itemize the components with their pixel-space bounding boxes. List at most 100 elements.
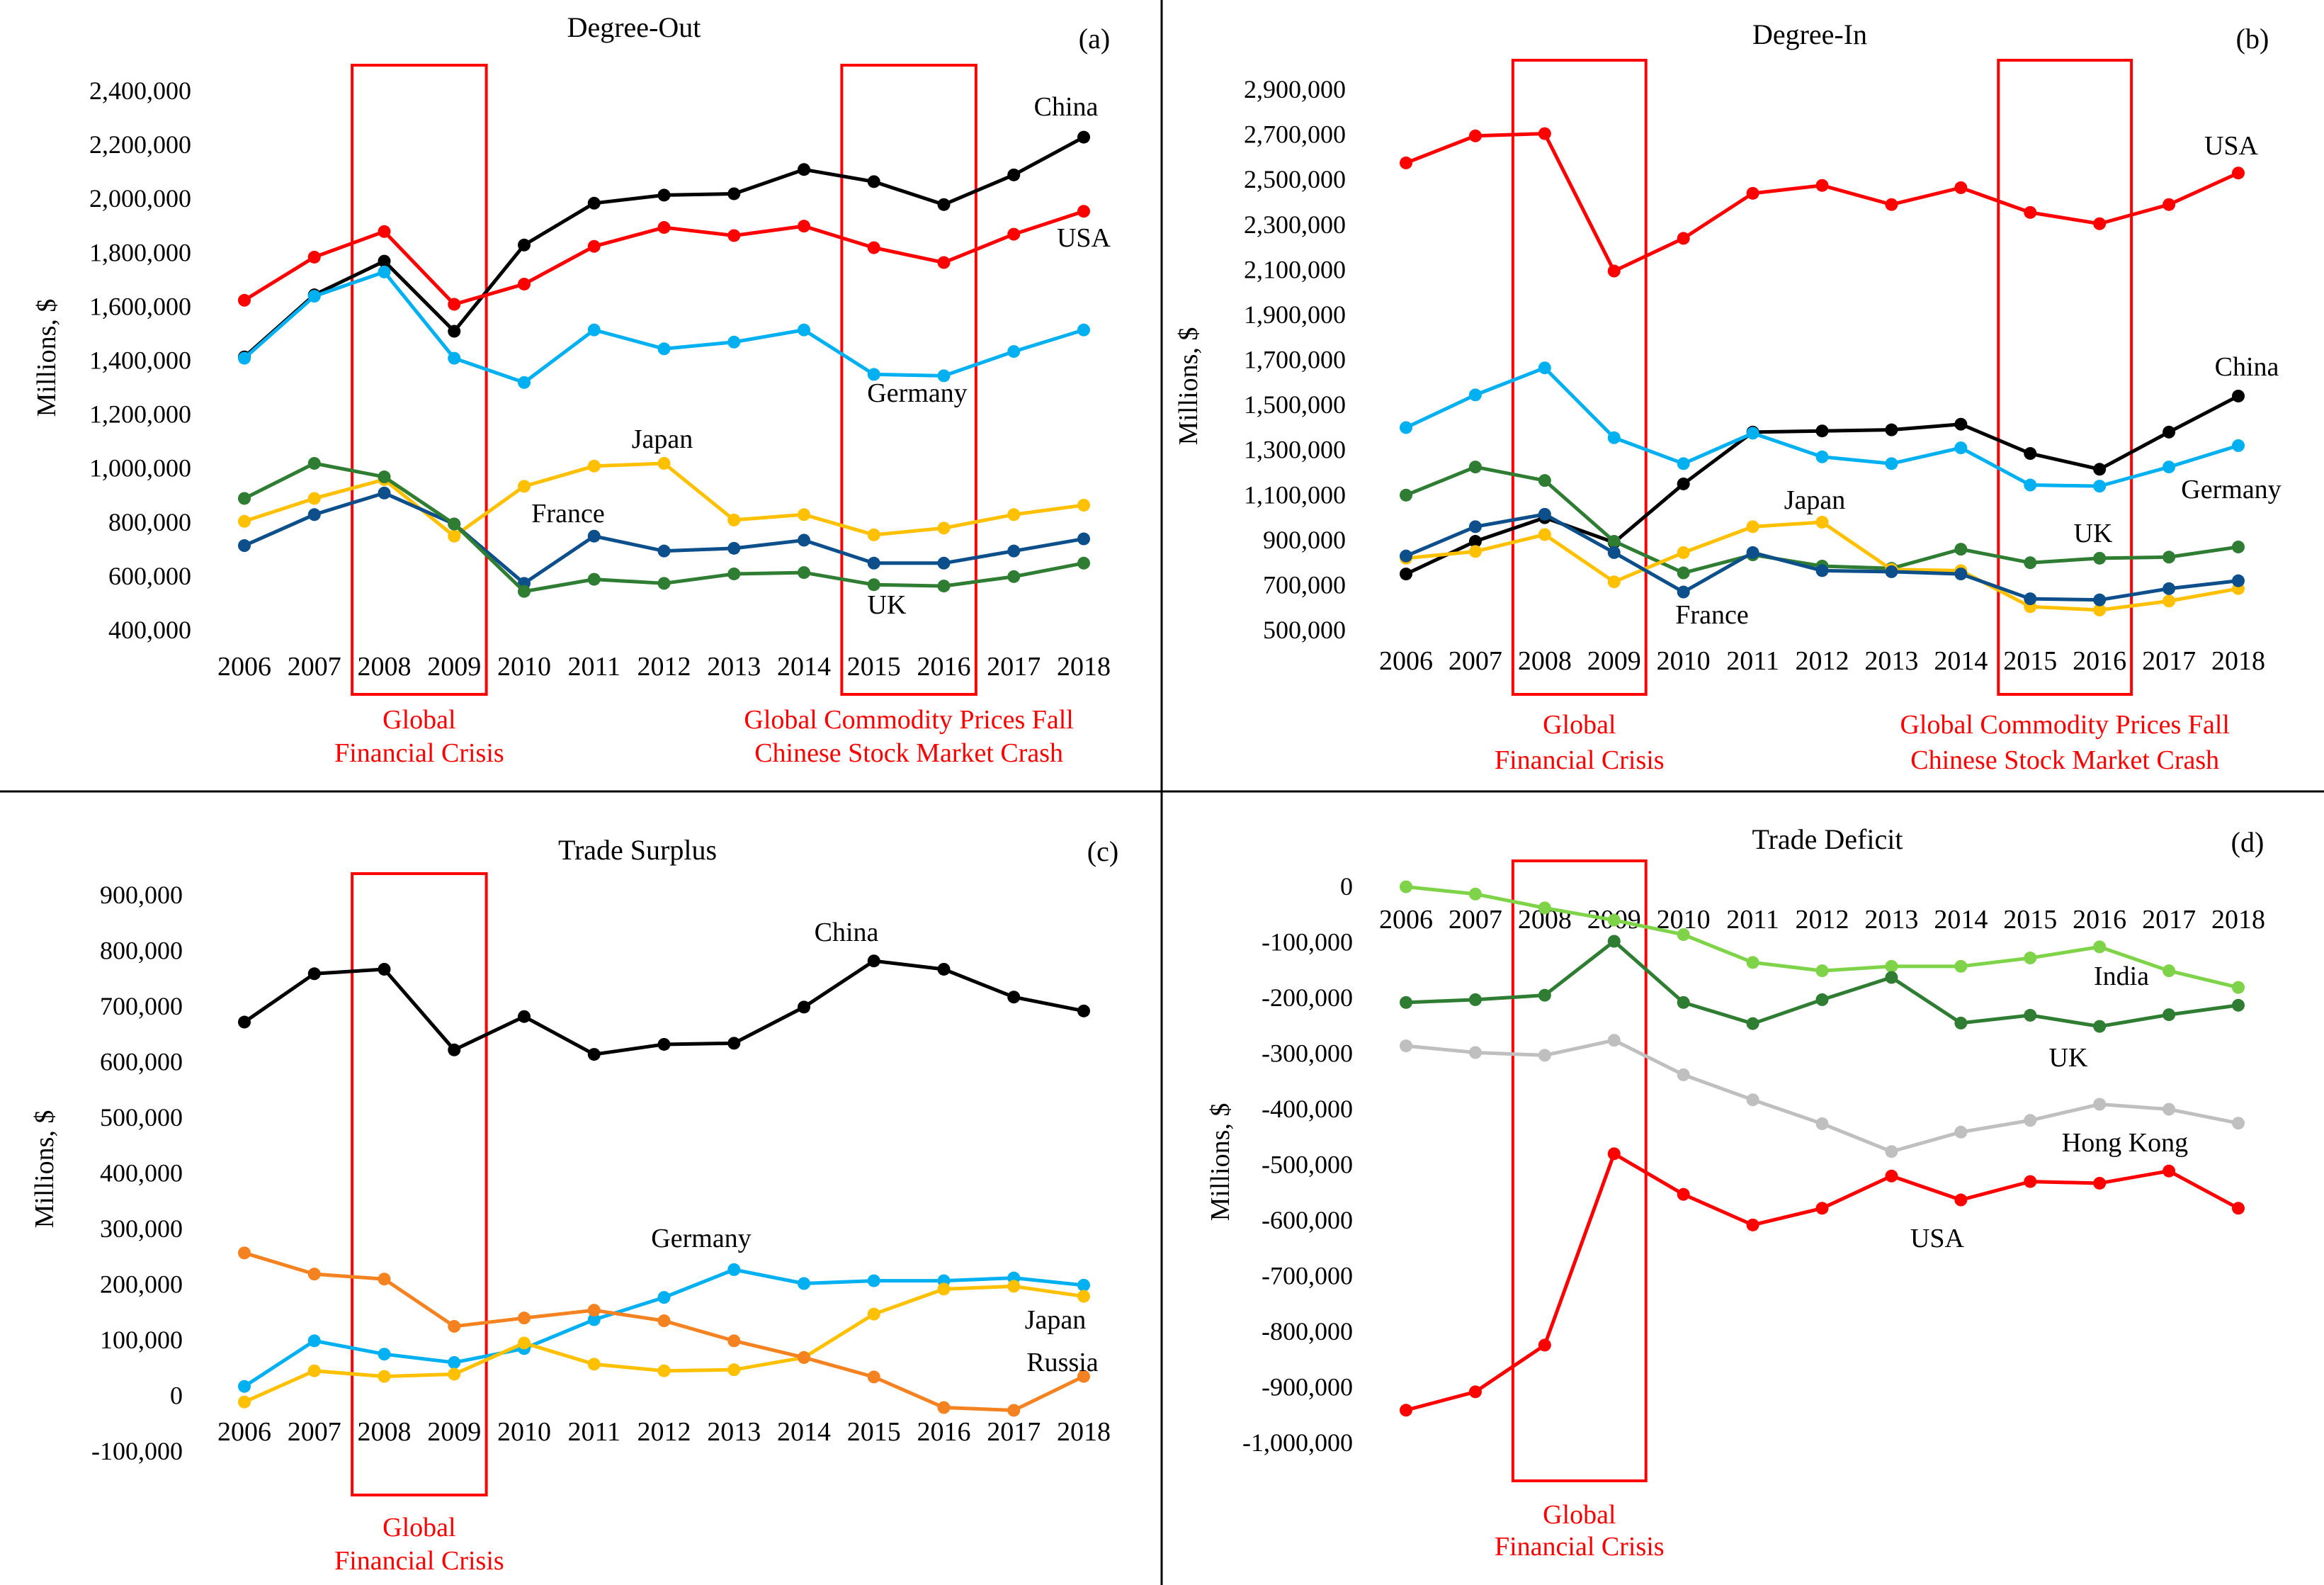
data-point-china bbox=[798, 1000, 810, 1014]
data-point-uk bbox=[238, 492, 251, 505]
y-tick-label: 800,000 bbox=[108, 508, 191, 536]
y-axis-label: Millions, $ bbox=[32, 299, 62, 417]
data-point-china bbox=[2093, 463, 2107, 476]
y-tick-label: -200,000 bbox=[1262, 983, 1353, 1012]
y-tick-label: 1,800,000 bbox=[89, 238, 191, 266]
data-point-germany bbox=[2093, 480, 2107, 493]
data-point-japan bbox=[378, 1370, 391, 1383]
data-point-japan bbox=[238, 514, 251, 528]
y-tick-label: 700,000 bbox=[1263, 570, 1346, 599]
y-tick-label: 900,000 bbox=[1263, 526, 1346, 554]
data-point-russia bbox=[448, 1319, 461, 1333]
crisis-annotation-label: Global Commodity Prices Fall bbox=[744, 705, 1073, 735]
y-tick-label: 0 bbox=[1340, 872, 1353, 901]
data-point-uk bbox=[1677, 995, 1690, 1009]
series-label-russia: Russia bbox=[1026, 1348, 1098, 1377]
data-point-usa bbox=[1607, 264, 1621, 278]
crisis-annotation-label: Global bbox=[382, 705, 455, 735]
x-tick-label: 2006 bbox=[217, 1417, 271, 1447]
x-tick-label: 2006 bbox=[217, 652, 271, 682]
data-point-germany bbox=[587, 1313, 601, 1326]
data-point-france bbox=[1538, 507, 1551, 521]
y-tick-label: 600,000 bbox=[108, 562, 191, 590]
data-point-germany bbox=[657, 1291, 671, 1304]
x-tick-label: 2013 bbox=[1864, 646, 1918, 676]
data-point-germany bbox=[1746, 427, 1759, 440]
data-point-japan bbox=[1538, 528, 1551, 541]
data-point-china bbox=[587, 196, 601, 210]
data-point-uk bbox=[657, 577, 671, 590]
data-point-germany bbox=[448, 351, 461, 365]
data-point-japan bbox=[867, 1307, 880, 1321]
data-point-france bbox=[1077, 532, 1090, 546]
chart-panel-b: Degree-In (b) Millions, $ 500,000 700,000 900… bbox=[1174, 18, 2282, 775]
data-point-china bbox=[587, 1048, 601, 1061]
data-point-usa bbox=[2232, 167, 2245, 180]
data-point-china bbox=[238, 1015, 251, 1029]
data-point-usa bbox=[867, 241, 880, 254]
data-point-japan bbox=[657, 1364, 671, 1377]
data-point-russia bbox=[937, 1401, 951, 1414]
data-point-uk bbox=[448, 517, 461, 531]
data-point-russia bbox=[1077, 1370, 1090, 1383]
data-point-usa bbox=[2163, 198, 2176, 211]
series-label-usa: USA bbox=[1057, 223, 1111, 253]
data-point-france bbox=[587, 529, 601, 543]
x-tick-label: 2013 bbox=[707, 1417, 761, 1447]
data-point-usa bbox=[1746, 186, 1759, 200]
y-tick-label: 2,400,000 bbox=[89, 77, 191, 105]
data-point-usa bbox=[2163, 1164, 2176, 1178]
chart-panel-c: Trade Surplus (c) Millions, $ -100,000 0 100,… bbox=[30, 834, 1118, 1576]
y-tick-label: 900,000 bbox=[100, 881, 183, 909]
x-tick-label: 2012 bbox=[637, 652, 691, 682]
x-tick-label: 2012 bbox=[1796, 646, 1849, 676]
data-point-china bbox=[657, 1037, 671, 1051]
data-point-japan bbox=[448, 529, 461, 543]
data-point-uk bbox=[1400, 488, 1412, 502]
data-point-uk bbox=[378, 470, 391, 484]
data-point-germany bbox=[798, 323, 810, 337]
data-point-russia bbox=[727, 1334, 741, 1348]
chart-panel-d: Trade Deficit (d) Millions, $ -1,000,000 -90… bbox=[1206, 823, 2265, 1562]
y-tick-label: -500,000 bbox=[1262, 1151, 1353, 1179]
x-tick-label: 2009 bbox=[427, 652, 481, 682]
data-point-usa bbox=[1954, 181, 1968, 194]
data-point-germany bbox=[378, 1348, 391, 1361]
data-point-germany bbox=[798, 1277, 810, 1290]
x-tick-label: 2018 bbox=[1057, 1417, 1111, 1447]
data-point-japan bbox=[518, 480, 531, 493]
series-label-japan: Japan bbox=[1784, 485, 1846, 515]
panel-letter: (c) bbox=[1087, 835, 1118, 867]
data-point-france bbox=[937, 556, 951, 570]
x-tick-label: 2017 bbox=[2142, 905, 2196, 935]
data-point-germany bbox=[1468, 388, 1482, 402]
data-point-india bbox=[1607, 913, 1621, 927]
data-point-germany bbox=[448, 1355, 461, 1369]
data-point-uk bbox=[2024, 556, 2037, 570]
data-point-uk bbox=[1468, 993, 1482, 1006]
x-tick-label: 2015 bbox=[847, 1417, 901, 1447]
y-tick-label: 2,000,000 bbox=[89, 184, 191, 213]
data-point-china bbox=[1954, 417, 1968, 431]
x-tick-label: 2008 bbox=[358, 652, 412, 682]
data-point-germany bbox=[1815, 450, 1829, 463]
y-tick-label: 2,500,000 bbox=[1244, 165, 1346, 193]
data-point-france bbox=[307, 508, 321, 521]
data-point-japan bbox=[587, 459, 601, 473]
data-point-china bbox=[1400, 568, 1412, 581]
x-tick-label: 2007 bbox=[1449, 646, 1502, 676]
data-point-russia bbox=[867, 1370, 880, 1384]
x-tick-label: 2008 bbox=[1518, 646, 1572, 676]
series-label-france: France bbox=[1675, 600, 1748, 630]
crisis-annotation-label: Financial Crisis bbox=[1495, 745, 1665, 775]
data-point-france bbox=[657, 544, 671, 558]
data-point-usa bbox=[238, 293, 251, 307]
y-tick-label: 0 bbox=[170, 1382, 183, 1410]
y-tick-label: 2,900,000 bbox=[1244, 75, 1346, 103]
series-label-france: France bbox=[531, 499, 604, 529]
data-point-germany bbox=[1607, 431, 1621, 444]
data-point-france bbox=[1746, 546, 1759, 559]
crisis-highlight-box bbox=[351, 64, 488, 696]
data-point-india bbox=[2163, 964, 2176, 978]
data-point-usa bbox=[307, 250, 321, 264]
